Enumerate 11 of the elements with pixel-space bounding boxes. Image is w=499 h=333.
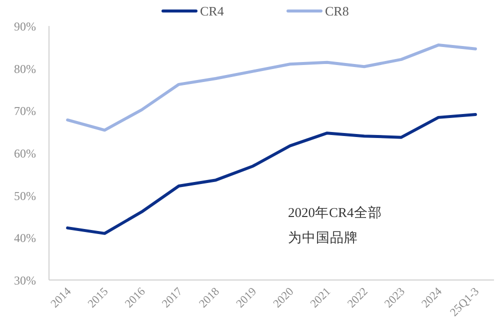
y-tick-label: 40% (14, 231, 36, 246)
y-tick-label: 80% (14, 62, 36, 76)
y-tick-label: 90% (14, 20, 36, 34)
y-tick-label: 50% (14, 188, 36, 203)
annotation: 2020年CR4全部 (288, 205, 382, 220)
legend-label: CR4 (200, 4, 224, 18)
y-tick-label: 70% (14, 104, 36, 118)
annotation: 为中国品牌 (288, 230, 358, 245)
y-tick-label: 60% (14, 146, 36, 160)
y-tick-label: 30% (14, 274, 36, 288)
legend-label: CR8 (325, 4, 349, 18)
